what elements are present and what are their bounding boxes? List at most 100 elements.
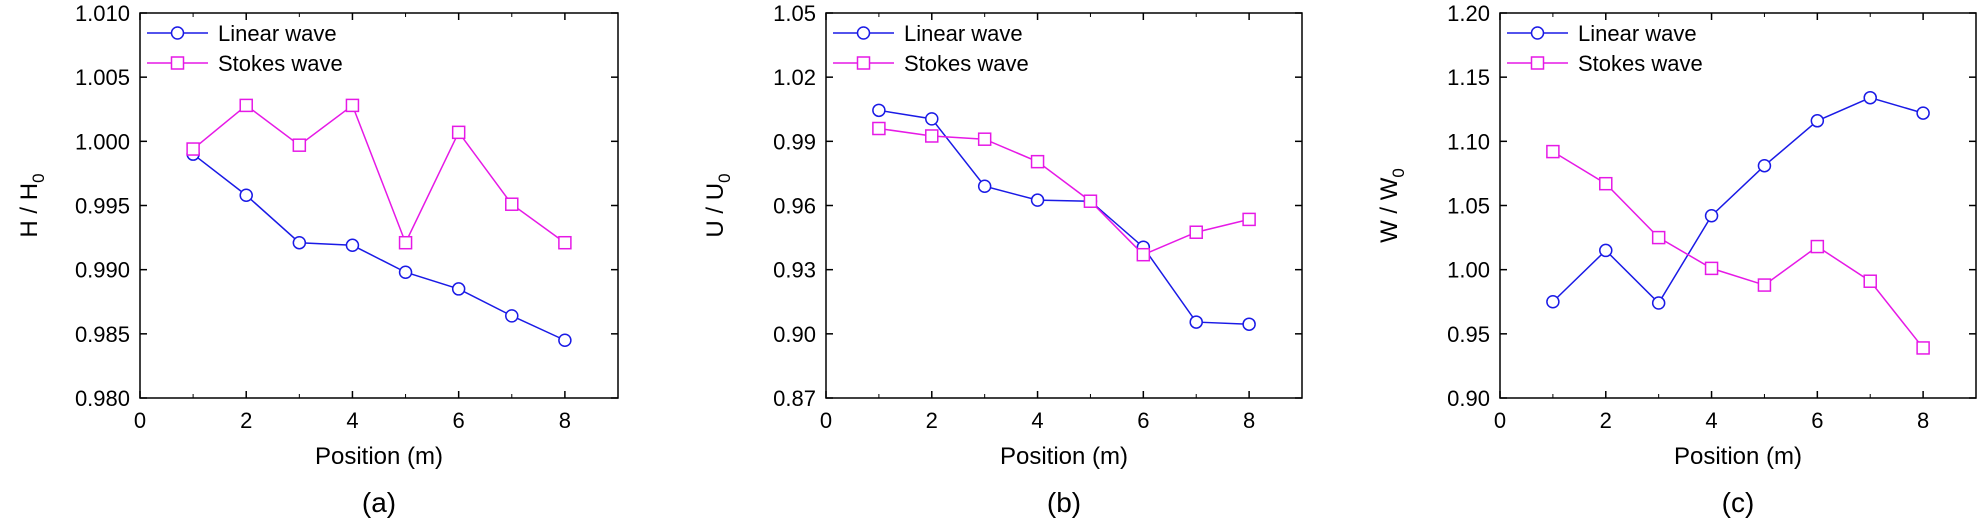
data-point-linear-wave (1599, 243, 1613, 258)
y-axis-label-subscript: 0 (715, 173, 734, 182)
chart-panel-c: 0 2 4 6 8 0.90 0.95 1.00 1.05 1.10 1.15 1.20 Positio… (1376, 1, 1977, 518)
y-tick-label: 0.90 (773, 322, 816, 347)
x-tick-label: 4 (346, 408, 358, 433)
data-point-stokes-wave (977, 132, 992, 146)
data-point-linear-wave (1030, 193, 1045, 207)
x-tick-label: 4 (1031, 408, 1043, 433)
chart-panel-b: 0 2 4 6 8 0.87 0.90 0.93 0.96 0.99 1.02 1.05 Positio… (702, 1, 1303, 518)
x-axis-label: Position (m) (1674, 443, 1802, 470)
data-point-stokes-wave (1189, 225, 1203, 239)
chart-panel-a: 0 2 4 6 8 0.980 0.985 0.990 0.995 1.000 1.005 1.010… (16, 1, 619, 518)
x-tick-label: 0 (1494, 408, 1506, 433)
y-tick-label: 1.15 (1447, 65, 1490, 90)
data-point-linear-wave (1757, 158, 1772, 173)
data-point-stokes-wave (1083, 194, 1098, 208)
y-axis-label-subscript: 0 (29, 173, 48, 182)
plot-frame (825, 12, 1303, 399)
panel-label: (b) (1047, 487, 1081, 518)
data-point-stokes-wave (558, 235, 572, 250)
legend-label-linear-wave: Linear wave (904, 21, 1023, 46)
data-point-linear-wave (1651, 296, 1666, 310)
legend-label-linear-wave: Linear wave (218, 21, 337, 46)
data-point-linear-wave (292, 235, 307, 250)
series-line-stokes-wave (1552, 150, 1924, 349)
data-point-stokes-wave (451, 125, 466, 140)
x-tick-label: 8 (1243, 408, 1255, 433)
data-point-linear-wave (872, 103, 886, 118)
x-axis-label: Position (m) (1000, 443, 1128, 470)
legend-marker-stokes-wave (856, 56, 871, 70)
data-point-stokes-wave (1916, 341, 1930, 355)
legend-label-stokes-wave: Stokes wave (1578, 51, 1703, 76)
y-tick-label: 1.10 (1447, 129, 1490, 154)
y-axis-label: H / H0 (16, 173, 48, 237)
y-tick-label: 1.05 (1447, 194, 1490, 219)
y-tick-label: 1.005 (75, 65, 130, 90)
data-point-stokes-wave (239, 98, 253, 113)
data-point-stokes-wave (1757, 278, 1772, 292)
y-tick-label: 1.20 (1447, 1, 1490, 26)
x-tick-label: 2 (926, 408, 938, 433)
data-point-linear-wave (1810, 114, 1825, 128)
x-tick-label: 0 (820, 408, 832, 433)
data-point-linear-wave (1916, 106, 1930, 120)
data-point-stokes-wave (1599, 176, 1613, 191)
y-axis-label-main: W / W (1376, 177, 1403, 243)
data-point-stokes-wave (1704, 261, 1719, 276)
data-point-linear-wave (345, 238, 360, 253)
y-tick-label: 0.95 (1447, 322, 1490, 347)
y-tick-label: 1.010 (75, 1, 130, 26)
y-tick-label: 0.96 (773, 194, 816, 219)
data-point-stokes-wave (292, 138, 307, 152)
data-point-linear-wave (1863, 90, 1877, 105)
y-tick-label: 1.00 (1447, 258, 1490, 283)
y-tick-label: 0.980 (75, 386, 130, 411)
data-point-linear-wave (398, 265, 413, 279)
y-tick-label: 0.93 (773, 258, 816, 283)
series-line-linear-wave (878, 109, 1250, 325)
plot-frame (1499, 12, 1977, 399)
data-point-stokes-wave (1546, 144, 1560, 159)
data-point-stokes-wave (1242, 212, 1256, 227)
y-tick-label: 0.990 (75, 258, 130, 283)
x-tick-label: 4 (1705, 408, 1717, 433)
y-tick-label: 1.000 (75, 129, 130, 154)
data-point-linear-wave (1242, 317, 1256, 331)
data-point-linear-wave (505, 309, 519, 323)
x-tick-label: 6 (1137, 408, 1149, 433)
data-point-stokes-wave (925, 129, 939, 143)
y-tick-label: 0.90 (1447, 386, 1490, 411)
data-point-stokes-wave (1030, 154, 1045, 169)
y-tick-label: 0.995 (75, 194, 130, 219)
plot-frame (139, 12, 619, 399)
y-axis-label-main: H / H (16, 183, 43, 238)
data-point-stokes-wave (398, 235, 413, 250)
y-axis-label: U / U0 (702, 173, 734, 237)
series-line-linear-wave (192, 153, 566, 341)
y-tick-label: 0.99 (773, 129, 816, 154)
legend-label-stokes-wave: Stokes wave (218, 51, 343, 76)
panel-label: (c) (1722, 487, 1755, 518)
data-point-linear-wave (451, 282, 466, 296)
data-point-stokes-wave (186, 142, 200, 156)
series-line-stokes-wave (192, 104, 566, 245)
y-axis-label-subscript: 0 (1389, 168, 1408, 177)
legend-marker-linear-wave (1530, 26, 1545, 40)
data-point-stokes-wave (1810, 239, 1825, 254)
data-point-stokes-wave (345, 98, 360, 113)
legend-label-linear-wave: Linear wave (1578, 21, 1697, 46)
x-tick-label: 6 (453, 408, 465, 433)
data-point-stokes-wave (872, 121, 886, 136)
y-axis-label: W / W0 (1376, 168, 1408, 243)
data-point-linear-wave (558, 333, 572, 347)
y-tick-label: 1.02 (773, 65, 816, 90)
x-tick-label: 6 (1811, 408, 1823, 433)
series-line-stokes-wave (878, 127, 1250, 256)
data-point-linear-wave (1704, 209, 1719, 223)
series-line-linear-wave (1552, 96, 1924, 305)
data-point-stokes-wave (1863, 274, 1877, 288)
legend-marker-linear-wave (170, 26, 185, 40)
data-point-stokes-wave (1651, 230, 1666, 245)
y-tick-label: 0.87 (773, 386, 816, 411)
